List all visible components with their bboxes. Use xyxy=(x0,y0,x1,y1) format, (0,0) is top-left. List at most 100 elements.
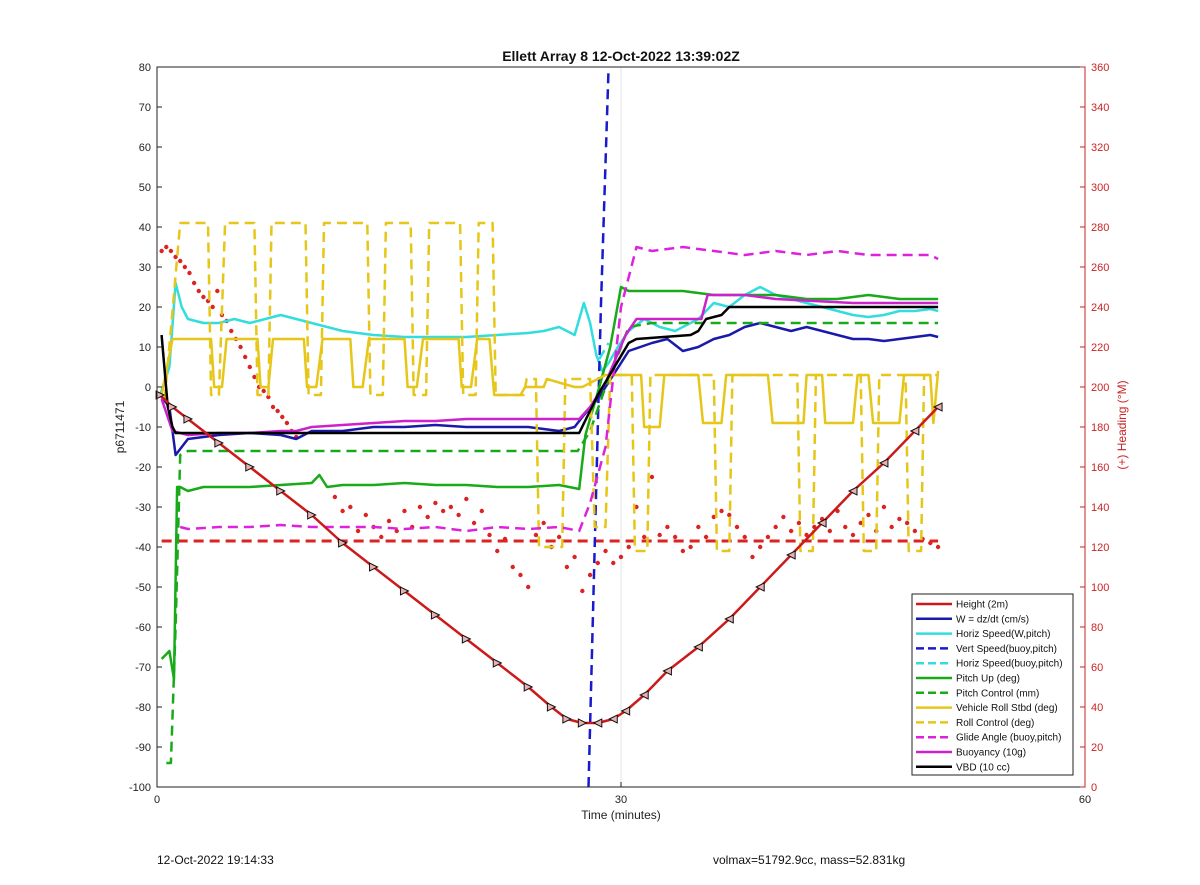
height-marker xyxy=(214,438,224,448)
legend-label: Buoyancy (10g) xyxy=(956,748,1026,759)
heading-point xyxy=(866,512,871,518)
legend-label: Vehicle Roll Stbd (deg) xyxy=(956,703,1058,714)
footer-vehicle-params: volmax=51792.9cc, mass=52.831kg xyxy=(713,853,906,867)
heading-point xyxy=(626,544,631,550)
legend-label: Height (2m) xyxy=(956,600,1008,611)
height-marker xyxy=(847,486,858,496)
heading-point xyxy=(711,514,716,520)
heading-point xyxy=(611,560,616,566)
heading-point xyxy=(850,532,856,538)
legend-label: Vert Speed(buoy,pitch) xyxy=(956,644,1057,655)
right-axis-label: (+) Heading (°M) xyxy=(1115,380,1129,469)
heading-point xyxy=(242,354,248,360)
legend-label: Pitch Control (mm) xyxy=(956,688,1039,699)
heading-point xyxy=(479,508,484,514)
legend-label: Glide Angle (buoy,pitch) xyxy=(956,733,1061,744)
series-pitch-up-deg xyxy=(160,285,939,681)
y-tick-label: 50 xyxy=(139,182,151,194)
heading-point xyxy=(201,294,206,300)
heading-point xyxy=(618,554,624,560)
height-marker xyxy=(155,390,166,400)
heading-point xyxy=(348,504,353,510)
series-buoyancy-10g xyxy=(160,293,939,437)
heading-point xyxy=(280,414,285,420)
y-tick-label: -20 xyxy=(135,462,151,474)
heading-point xyxy=(275,408,280,414)
heading-point xyxy=(159,248,164,254)
heading-point xyxy=(719,508,724,514)
y-tick-label: 70 xyxy=(139,102,151,114)
y-tick-label: -70 xyxy=(135,662,151,674)
heading-point xyxy=(703,534,709,540)
heading-point xyxy=(781,514,786,520)
y-tick-label: -50 xyxy=(135,582,151,594)
series-vbd-10-cc xyxy=(160,305,939,435)
height-marker xyxy=(562,714,572,724)
series-w-dz-dt-cm-s xyxy=(159,321,939,457)
heading-point xyxy=(595,560,600,566)
height-marker xyxy=(932,402,943,412)
y-tick-label: -10 xyxy=(135,422,151,434)
heading-point xyxy=(742,534,747,540)
legend-label: W = dz/dt (cm/s) xyxy=(956,614,1029,625)
y2-tick-label: 140 xyxy=(1091,502,1109,514)
heading-point xyxy=(191,280,197,286)
heading-point xyxy=(603,548,608,554)
heading-point xyxy=(487,532,492,538)
heading-point xyxy=(773,524,778,530)
heading-point xyxy=(425,514,430,520)
heading-point xyxy=(649,474,655,480)
series-group xyxy=(158,67,941,787)
heading-point xyxy=(680,548,686,554)
heading-point xyxy=(580,588,585,594)
heading-point xyxy=(727,512,732,518)
y2-tick-label: 260 xyxy=(1091,262,1109,274)
height-marker xyxy=(369,562,379,572)
heading-point xyxy=(386,518,392,524)
heading-point xyxy=(164,244,169,250)
height-marker xyxy=(461,634,472,644)
y-tick-label: 0 xyxy=(145,382,151,394)
heading-point xyxy=(168,248,174,254)
heading-point xyxy=(229,328,234,334)
heading-point xyxy=(788,528,794,534)
heading-point xyxy=(587,572,593,578)
heading-point xyxy=(564,564,570,570)
heading-point xyxy=(187,270,192,276)
height-marker xyxy=(245,462,255,472)
heading-point xyxy=(448,504,454,510)
heading-point xyxy=(379,534,384,540)
y2-tick-label: 240 xyxy=(1091,302,1109,314)
height-marker xyxy=(755,582,765,592)
heading-point xyxy=(471,520,477,526)
y2-tick-label: 220 xyxy=(1091,342,1109,354)
y-axis-label: p6711471 xyxy=(113,400,127,453)
y2-tick-label: 100 xyxy=(1091,582,1109,594)
chart-title: Ellett Array 8 12-Oct-2022 13:39:02Z xyxy=(502,48,740,64)
legend: Height (2m) W = dz/dt (cm/s) Horiz Speed(W… xyxy=(911,593,1074,776)
y-tick-label: -60 xyxy=(135,622,151,634)
height-marker xyxy=(399,586,410,596)
series-height-2m xyxy=(159,394,939,725)
y2-tick-label: 60 xyxy=(1091,662,1103,674)
heading-point xyxy=(889,524,894,530)
height-marker xyxy=(724,614,734,624)
height-marker xyxy=(786,550,796,560)
legend-label: Horiz Speed(W,pitch) xyxy=(956,629,1050,640)
heading-point xyxy=(266,394,271,400)
y2-tick-label: 360 xyxy=(1091,62,1109,74)
height-marker xyxy=(523,682,534,692)
y-tick-label: -40 xyxy=(135,542,151,554)
heading-point xyxy=(210,304,215,310)
y2-tick-label: 280 xyxy=(1091,222,1109,234)
height-marker xyxy=(608,714,618,724)
heading-point xyxy=(758,544,763,550)
heading-point xyxy=(688,544,693,550)
height-marker xyxy=(546,702,557,712)
x-tick-label: 60 xyxy=(1079,794,1091,806)
heading-point xyxy=(858,520,863,526)
heading-point xyxy=(642,534,647,540)
heading-point xyxy=(495,548,500,554)
y2-tick-label: 40 xyxy=(1091,702,1103,714)
